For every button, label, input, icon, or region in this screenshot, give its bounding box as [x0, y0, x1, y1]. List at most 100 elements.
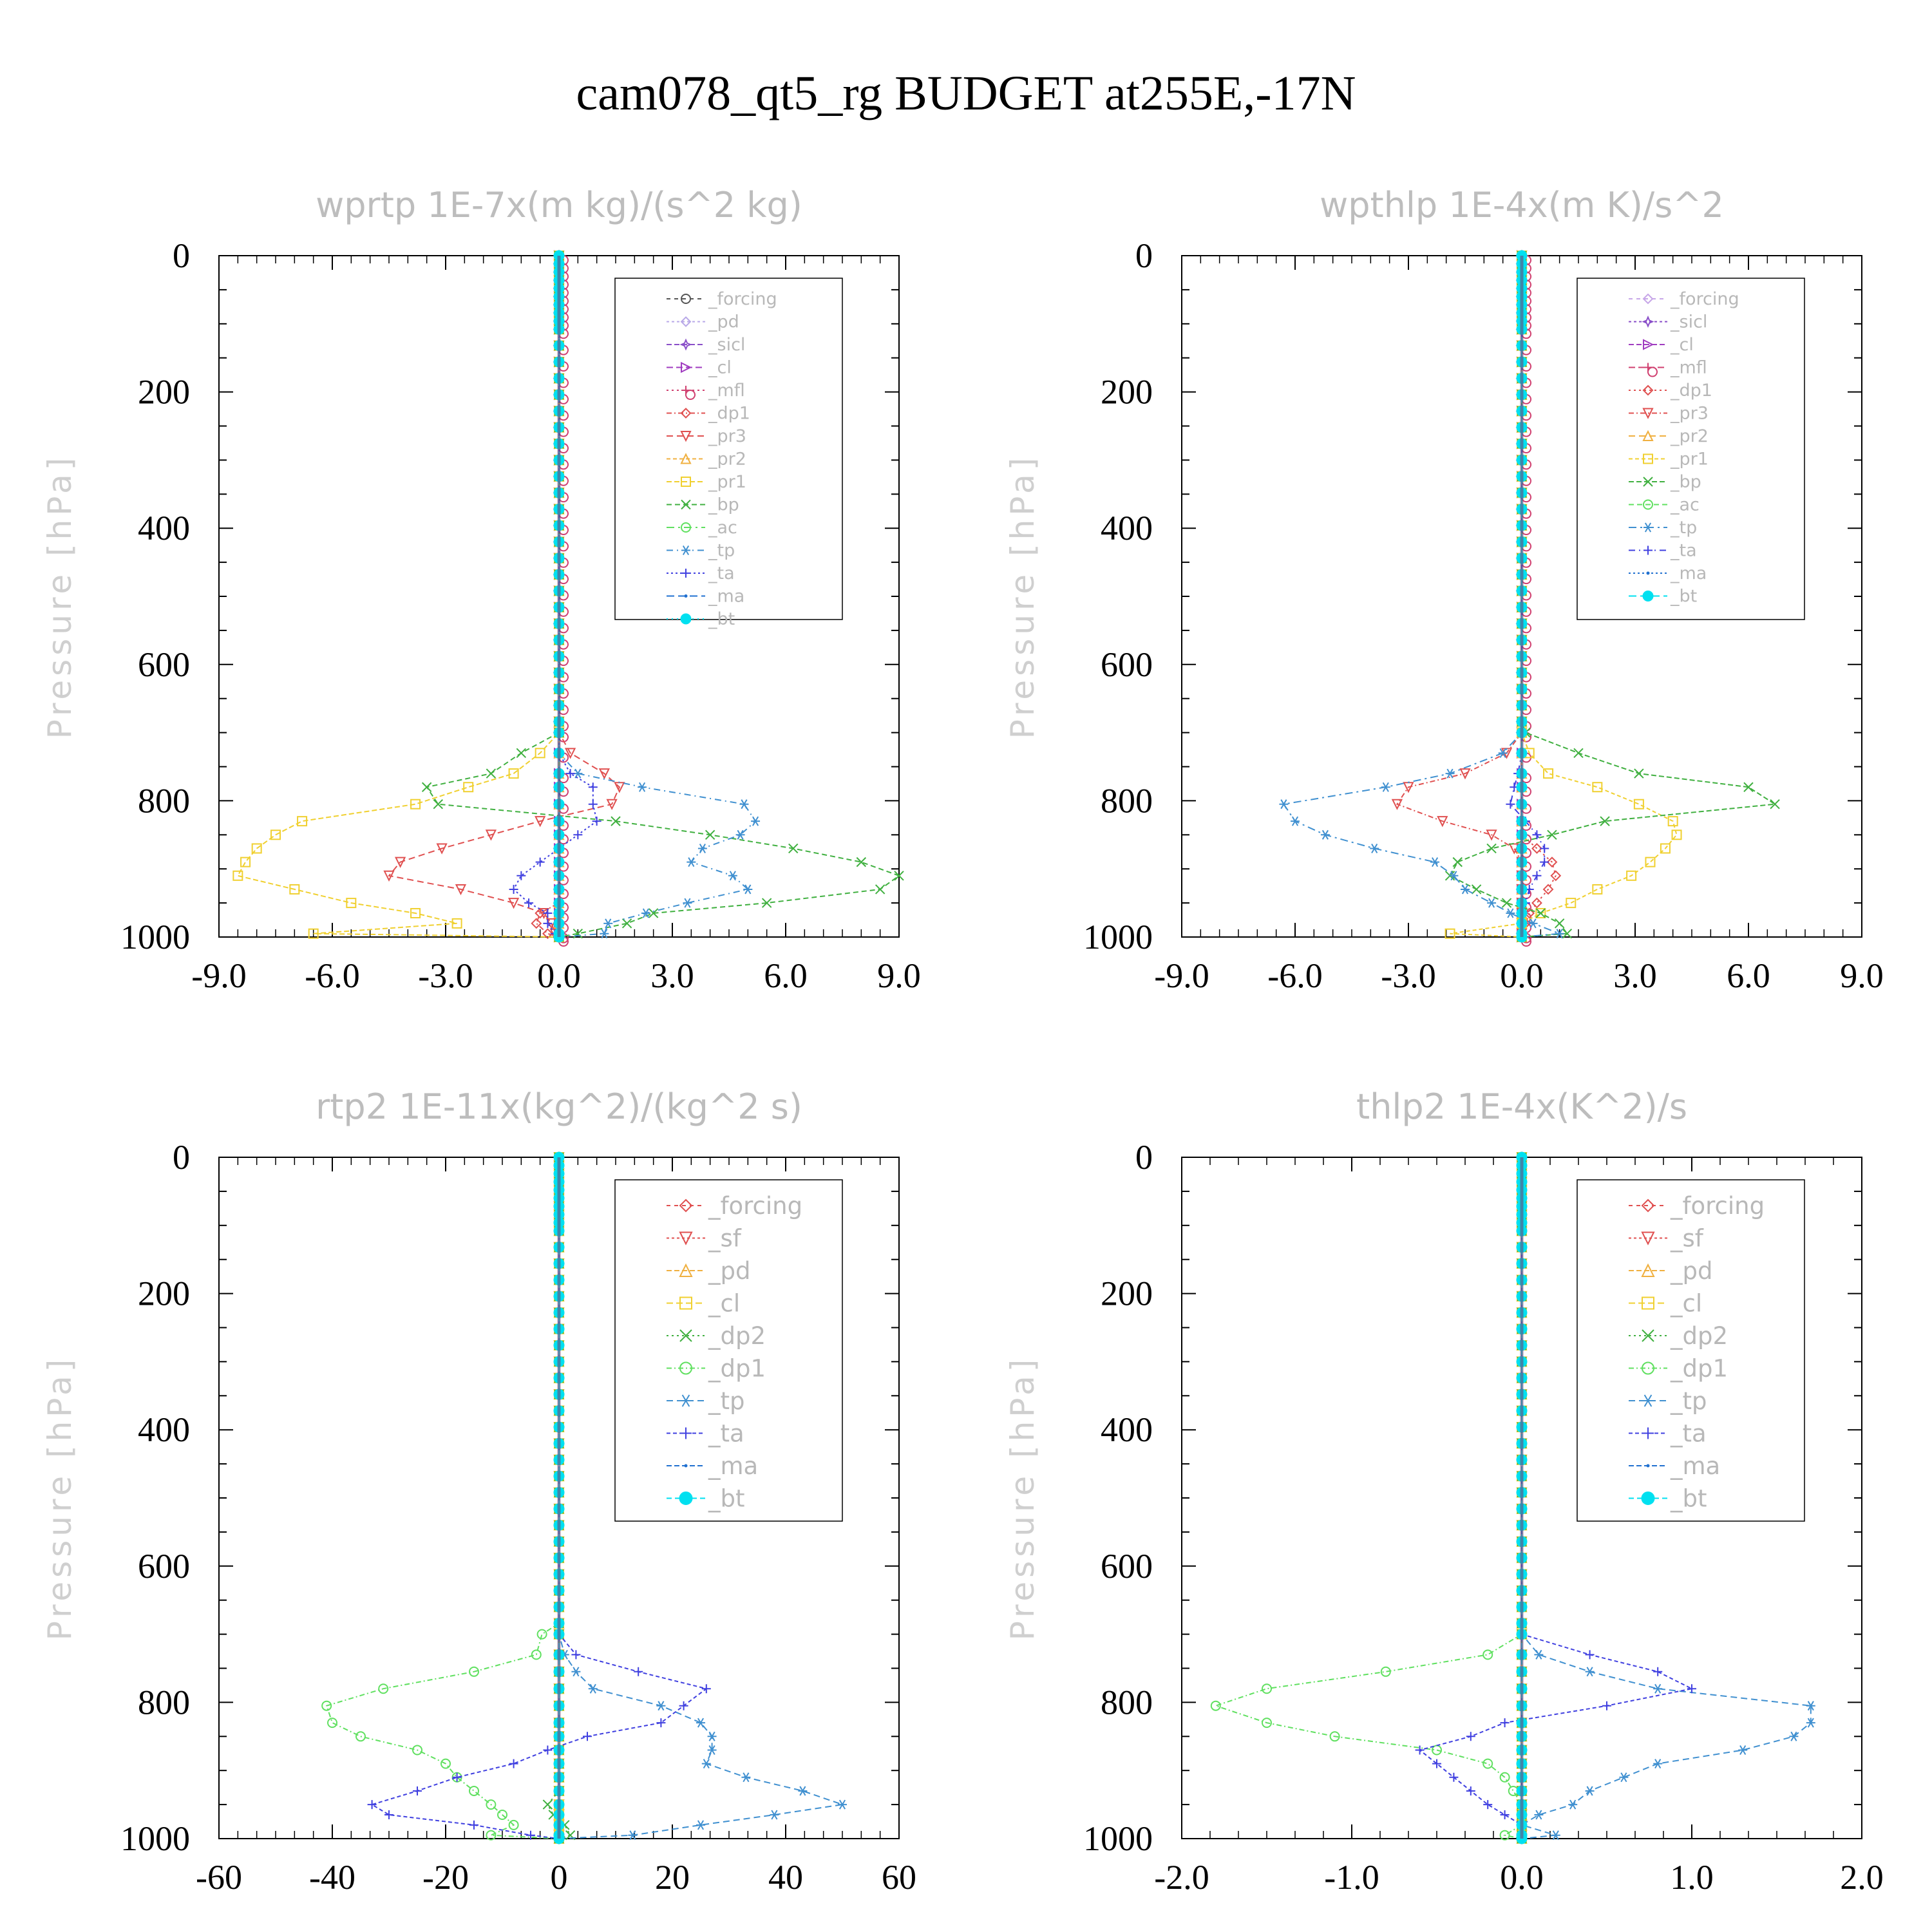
data-point — [573, 768, 583, 779]
data-point — [1806, 1718, 1815, 1728]
data-point — [486, 1799, 497, 1810]
data-point — [433, 799, 443, 810]
legend-item: _ma — [1629, 564, 1707, 583]
data-point — [1459, 768, 1471, 780]
x-tick-label: 3.0 — [650, 956, 694, 995]
data-point — [1585, 1667, 1595, 1677]
data-point — [1546, 857, 1558, 868]
y-tick-label: 0 — [173, 1138, 190, 1177]
series-line — [236, 256, 560, 938]
legend-label: _ma — [708, 587, 744, 607]
data-point — [641, 908, 650, 918]
legend-item: _ta — [667, 564, 735, 583]
data-point — [573, 830, 583, 840]
data-point — [588, 1683, 598, 1694]
data-point — [1466, 1786, 1475, 1795]
legend-marker — [681, 522, 691, 533]
legend-marker — [1642, 591, 1654, 601]
x-tick-label: 0.0 — [1500, 956, 1544, 995]
legend-label: _cl — [1670, 335, 1694, 355]
legend-marker — [681, 361, 692, 374]
legend-label: _cl — [1670, 1290, 1702, 1318]
legend-item: _bp — [667, 495, 739, 515]
data-point — [588, 799, 598, 809]
legend-item: _pr3 — [1629, 404, 1709, 424]
y-axis-label: Pressure [hPa] — [1004, 454, 1041, 739]
legend-marker — [679, 1296, 692, 1310]
data-point — [1585, 1650, 1595, 1660]
legend: _forcing _sicl _cl _mfl _dp1 _pr3_pr2 _pr1 _bp _… — [1577, 278, 1805, 620]
data-point — [1506, 908, 1515, 918]
legend-label: _dp2 — [1670, 1322, 1728, 1350]
y-axis-label: Pressure [hPa] — [41, 1356, 79, 1641]
data-point — [1391, 799, 1403, 810]
legend-label: _ma — [1670, 1452, 1720, 1480]
legend-label: _dp1 — [1670, 381, 1712, 401]
legend-item: _tp — [1629, 518, 1697, 538]
data-point — [1482, 1758, 1493, 1769]
legend-label: _pr3 — [708, 426, 746, 446]
data-point — [346, 898, 357, 909]
data-point — [1449, 1772, 1459, 1782]
data-point — [1738, 1745, 1748, 1755]
legend-label: _pd — [708, 1257, 750, 1285]
legend-label: _dp1 — [708, 404, 750, 424]
data-point — [1645, 857, 1656, 867]
data-point — [701, 1684, 711, 1694]
legend-marker — [1642, 315, 1654, 328]
data-point — [1633, 799, 1644, 810]
data-point — [1534, 1649, 1544, 1660]
legend-marker — [680, 1394, 692, 1407]
legend-item: _bt — [667, 1485, 745, 1513]
data-point — [1506, 799, 1515, 809]
data-point — [1432, 1759, 1441, 1768]
data-point — [469, 1785, 479, 1796]
data-point — [1554, 918, 1565, 929]
data-point — [1320, 829, 1330, 840]
data-point — [394, 857, 406, 868]
data-point — [634, 1667, 643, 1676]
y-tick-label: 800 — [138, 781, 190, 820]
series-pr3 — [383, 251, 625, 943]
data-point — [451, 918, 462, 929]
legend-label: _ac — [708, 518, 737, 538]
x-tick-label: 9.0 — [1840, 956, 1884, 995]
x-tick-label: 3.0 — [1613, 956, 1657, 995]
panel-wpthlp: wpthlp 1E-4x(m K)/s^2 0 200 400 600 800 1000-9… — [1004, 185, 1884, 995]
data-point — [543, 1745, 553, 1755]
legend-item: _forcing — [667, 1192, 802, 1220]
x-tick-label: 60 — [882, 1858, 916, 1897]
data-point — [1551, 1830, 1560, 1841]
legend-item: _dp1 — [667, 404, 750, 424]
legend-item: _dp1 — [1629, 1355, 1728, 1383]
data-point — [1585, 1786, 1595, 1796]
legend-marker — [680, 408, 692, 419]
data-point — [696, 1718, 705, 1728]
data-point — [1743, 782, 1754, 792]
data-point — [1380, 1666, 1391, 1677]
legend-marker — [680, 613, 692, 625]
data-point — [1532, 871, 1542, 880]
legend-item: _ta — [1629, 1420, 1707, 1448]
legend-marker — [1643, 339, 1654, 350]
panel-rtp2: rtp2 1E-11x(kg^2)/(kg^2 s)02004006008001… — [41, 1086, 916, 1897]
legend-label: _pr2 — [1670, 426, 1709, 446]
y-tick-label: 400 — [138, 509, 190, 547]
legend-marker — [679, 338, 692, 351]
legend-item: _ta — [1629, 541, 1697, 561]
data-point — [1555, 929, 1564, 939]
data-point — [1687, 1684, 1696, 1694]
data-point — [413, 1786, 422, 1795]
data-point — [687, 857, 696, 867]
x-tick-label: 0 — [551, 1858, 568, 1897]
data-point — [1532, 830, 1542, 840]
data-point — [739, 799, 749, 810]
legend-marker — [681, 545, 690, 556]
legend-marker — [1642, 1361, 1654, 1375]
legend-item: _forcing — [1629, 289, 1739, 309]
data-point — [508, 768, 519, 779]
legend-marker — [1646, 1464, 1650, 1468]
legend-box — [1577, 278, 1805, 620]
data-point — [1329, 1731, 1340, 1742]
legend-item: _dp1 — [667, 1355, 766, 1383]
